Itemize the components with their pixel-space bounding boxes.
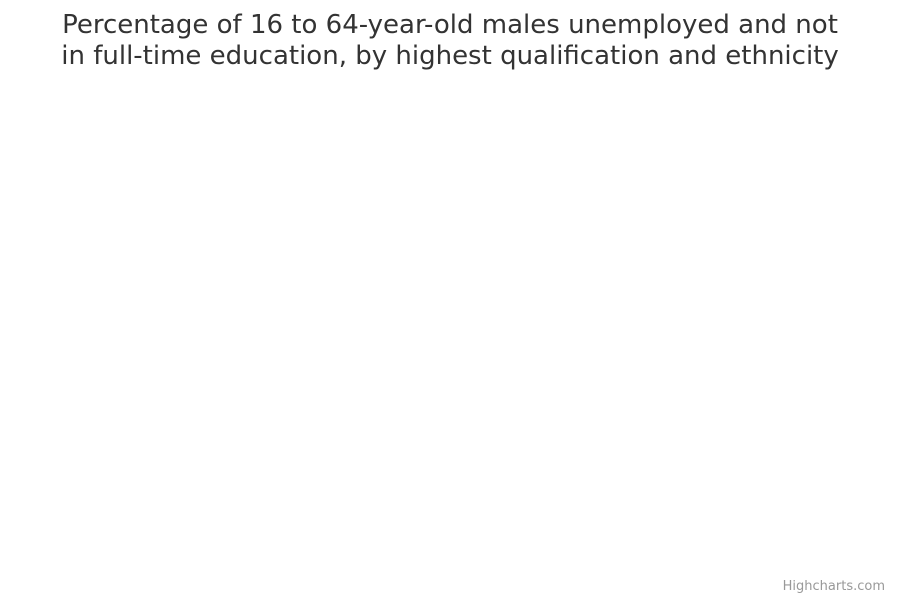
chart-title: Percentage of 16 to 64-year-old males un… [61,10,839,71]
plot-area [10,120,890,560]
highcharts-credits-link[interactable]: Highcharts.com [782,579,885,594]
